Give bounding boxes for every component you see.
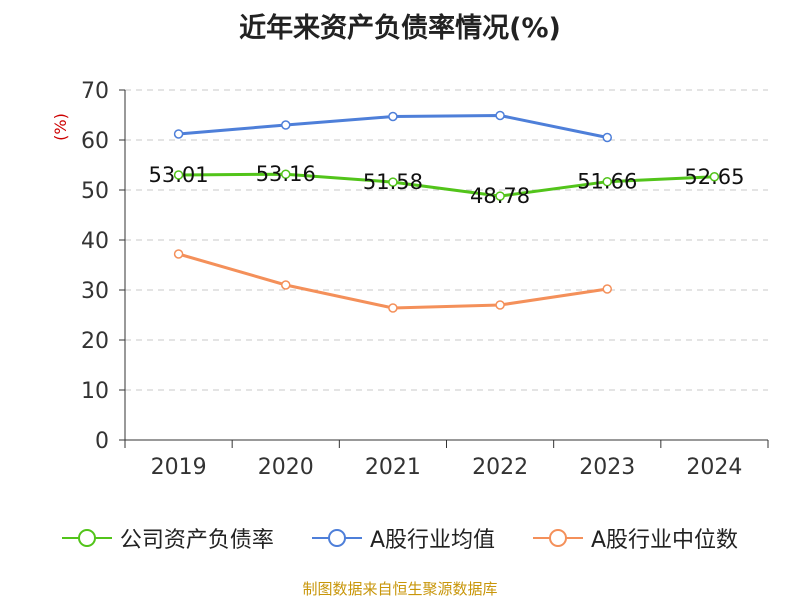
data-point: [495, 300, 505, 310]
data-point: [388, 177, 398, 187]
y-tick-label: 60: [81, 129, 109, 154]
legend-marker-company-icon: [61, 527, 112, 549]
x-tick-label: 2024: [686, 455, 742, 480]
legend-item-company[interactable]: 公司资产负债率: [61, 522, 274, 554]
x-tick-label: 2021: [365, 455, 421, 480]
legend-item-industry-median[interactable]: A股行业中位数: [533, 522, 738, 554]
data-label: 52.65: [684, 165, 744, 189]
data-point: [495, 110, 505, 121]
data-point: [709, 172, 720, 182]
data-point: [173, 129, 184, 139]
data-point: [281, 280, 291, 290]
chart-title: 近年来资产负债率情况(%): [239, 13, 561, 44]
legend-label-industry-median: A股行业中位数: [591, 528, 739, 553]
data-point: [602, 132, 612, 143]
legend-item-industry-mean[interactable]: A股行业均值: [311, 522, 495, 554]
y-tick-label: 70: [81, 79, 109, 104]
data-label: 48.78: [470, 184, 530, 208]
legend-marker-industry-median-icon: [533, 527, 583, 549]
x-tick-label: 2022: [472, 455, 528, 480]
y-tick-label: 0: [95, 429, 109, 454]
y-tick-label: 10: [81, 379, 109, 404]
series-line: [178, 252, 608, 310]
data-label: 53.01: [149, 163, 209, 187]
legend-label-industry-mean: A股行业均值: [369, 528, 495, 553]
data-source-note: 制图数据来自恒生聚源数据库: [302, 580, 498, 598]
data-point: [281, 169, 291, 179]
data-label: 53.16: [256, 162, 316, 186]
data-point: [495, 191, 505, 201]
y-tick-label: 40: [81, 229, 109, 254]
series-line: [178, 172, 715, 198]
data-point: [602, 176, 612, 187]
data-point: [173, 249, 184, 259]
legend-marker-industry-mean-icon: [311, 527, 362, 549]
data-label: 51.66: [577, 170, 637, 194]
data-point: [173, 170, 184, 180]
legend: 公司资产负债率 A股行业均值 A股行业中位数: [0, 522, 800, 554]
data-point: [281, 120, 291, 130]
data-label: 51.58: [363, 170, 423, 194]
y-tick-label: 50: [81, 179, 109, 204]
x-tick-label: 2020: [258, 455, 314, 480]
y-tick-label: 30: [81, 279, 109, 304]
data-point: [388, 111, 398, 122]
x-tick-label: 2019: [151, 455, 207, 480]
x-tick-label: 2023: [579, 455, 635, 480]
data-point: [388, 303, 398, 313]
y-tick-label: 20: [81, 329, 109, 354]
data-point: [602, 284, 612, 294]
legend-label-company: 公司资产负债率: [119, 528, 274, 553]
